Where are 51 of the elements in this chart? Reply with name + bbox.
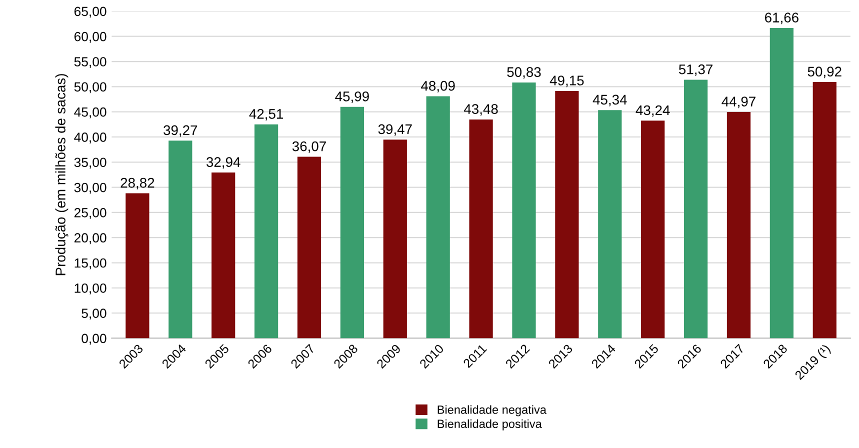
y-tick-label: 60,00	[74, 32, 106, 43]
bar	[297, 156, 322, 338]
legend-label: Bienalidade positiva	[438, 419, 542, 430]
data-label: 48,09	[421, 80, 455, 92]
bar	[212, 172, 236, 338]
bar	[168, 140, 192, 338]
y-tick-label: 30,00	[74, 182, 106, 194]
data-label: 36,07	[292, 141, 326, 153]
data-label: 43,48	[464, 104, 498, 116]
data-label: 61,66	[765, 12, 798, 24]
bar	[340, 106, 364, 338]
data-label: 44,97	[722, 96, 756, 108]
bar	[383, 140, 407, 338]
data-label: 42,51	[249, 109, 283, 120]
y-tick-label: 20,00	[74, 233, 106, 244]
data-label: 45,34	[592, 94, 627, 106]
bar	[598, 110, 622, 338]
data-label: 49,15	[550, 76, 584, 88]
y-tick-label: 0,00	[82, 334, 106, 345]
y-tick-label: 50,00	[74, 82, 106, 94]
bar	[512, 82, 536, 338]
data-label: 32,94	[206, 157, 240, 169]
bar	[726, 112, 751, 338]
y-tick-label: 65,00	[74, 6, 106, 18]
bar	[254, 124, 278, 338]
data-label: 51,37	[678, 64, 712, 76]
y-tick-label: 40,00	[74, 132, 106, 144]
bar	[469, 119, 493, 338]
y-tick-label: 5,00	[82, 308, 106, 320]
y-tick-label: 55,00	[74, 57, 106, 68]
data-label: 43,24	[636, 105, 670, 117]
bar	[770, 28, 794, 338]
bar	[684, 80, 708, 338]
data-label: 45,99	[335, 91, 369, 103]
data-label: 50,92	[808, 66, 842, 78]
legend-label: Bienalidade negativa	[438, 405, 546, 416]
bar	[126, 193, 150, 338]
data-label: 39,27	[164, 125, 198, 137]
bar	[812, 82, 836, 338]
y-tick-label: 25,00	[74, 208, 106, 219]
y-tick-label: 35,00	[74, 158, 106, 169]
bar	[426, 96, 450, 338]
data-label: 39,47	[378, 124, 412, 136]
y-tick-label: 10,00	[74, 283, 106, 294]
bar	[555, 90, 579, 338]
data-label: 50,83	[507, 67, 541, 79]
bar	[641, 120, 665, 338]
y-axis-title: Produção (em milhões de sacas)	[55, 74, 68, 276]
data-label: 28,82	[120, 178, 154, 190]
y-tick-label: 15,00	[74, 258, 106, 270]
y-tick-label: 45,00	[74, 107, 106, 118]
